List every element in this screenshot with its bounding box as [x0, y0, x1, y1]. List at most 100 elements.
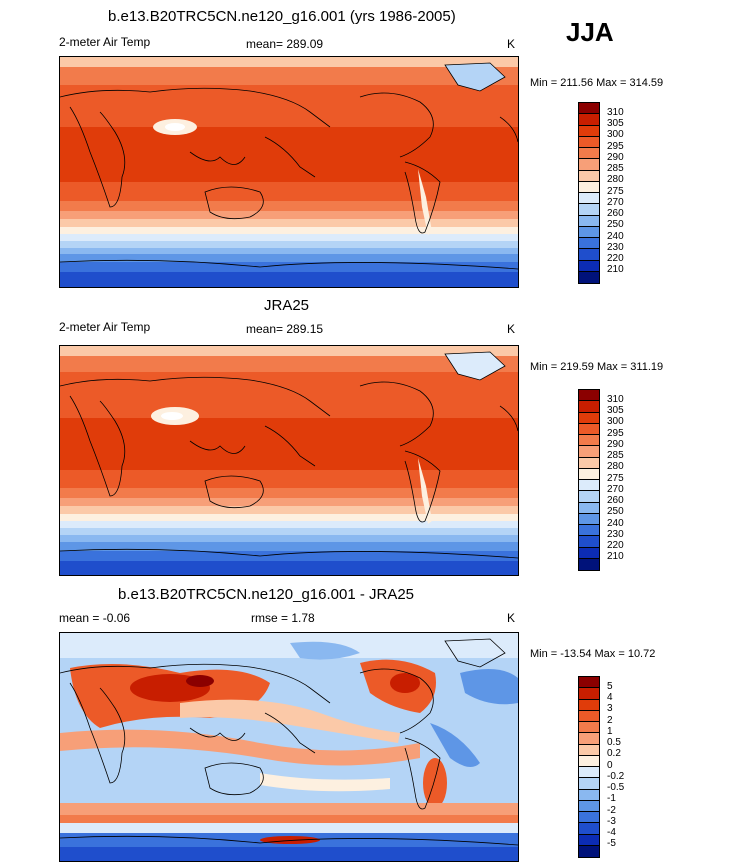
colorbar-label: -3: [607, 816, 616, 827]
colorbar-label: 275: [607, 473, 624, 484]
panel1-minmax: Min = 211.56 Max = 314.59: [530, 77, 664, 89]
colorbar-swatch: [579, 744, 599, 756]
panel2-minmax: Min = 219.59 Max = 311.19: [530, 361, 664, 373]
colorbar-label: 295: [607, 141, 624, 152]
colorbar-swatch: [579, 513, 599, 525]
colorbar-swatch: [579, 480, 599, 492]
colorbar-swatch: [579, 491, 599, 503]
panel3-rmse: rmse = 1.78: [251, 611, 315, 625]
colorbar-label: 275: [607, 186, 624, 197]
colorbar-swatch: [579, 271, 599, 283]
colorbar-label: -2: [607, 805, 616, 816]
colorbar-label: 0.5: [607, 737, 621, 748]
panel3-title: b.e13.B20TRC5CN.ne120_g16.001 - JRA25: [118, 586, 415, 603]
colorbar-swatch: [579, 800, 599, 812]
colorbar-label: 280: [607, 461, 624, 472]
colorbar-label: 5: [607, 681, 613, 692]
colorbar-obs: [578, 389, 600, 571]
colorbar-swatch: [579, 733, 599, 745]
colorbar-swatch: [579, 502, 599, 514]
colorbar-swatch: [579, 755, 599, 767]
panel1-variable: 2-meter Air Temp: [59, 35, 151, 49]
colorbar-swatch: [579, 423, 599, 435]
colorbar-label: 230: [607, 242, 624, 253]
map-model-field: [60, 57, 518, 287]
map-obs: [59, 345, 519, 576]
colorbar-label: 305: [607, 405, 624, 416]
colorbar-difference: [578, 676, 600, 858]
colorbar-label: -1: [607, 793, 616, 804]
panel2-units: K: [507, 322, 516, 336]
panel3-mean: mean = -0.06: [59, 611, 131, 625]
colorbar-label: 220: [607, 253, 624, 264]
colorbar-swatch: [579, 170, 599, 182]
colorbar-label: -4: [607, 827, 616, 838]
panel1-units: K: [507, 37, 516, 51]
colorbar-label: 0.2: [607, 748, 621, 759]
panel3-units: K: [507, 611, 516, 625]
colorbar-label: 230: [607, 529, 624, 540]
colorbar-label: 250: [607, 506, 624, 517]
colorbar-model: [578, 102, 600, 284]
colorbar-swatch: [579, 722, 599, 734]
colorbar-label: 250: [607, 219, 624, 230]
colorbar-label: 210: [607, 551, 624, 562]
colorbar-label: 260: [607, 495, 624, 506]
colorbar-label: 260: [607, 208, 624, 219]
colorbar-swatch: [579, 812, 599, 824]
colorbar-label: 1: [607, 726, 613, 737]
map-obs-field: [60, 346, 518, 575]
colorbar-label: 0: [607, 760, 613, 771]
colorbar-label: -0.5: [607, 782, 625, 793]
colorbar-swatch: [579, 238, 599, 250]
colorbar-swatch: [579, 215, 599, 227]
colorbar-swatch: [579, 136, 599, 148]
colorbar-label: 210: [607, 264, 624, 275]
colorbar-label: 4: [607, 692, 613, 703]
colorbar-swatch: [579, 148, 599, 160]
colorbar-swatch: [579, 767, 599, 779]
panel1-title: b.e13.B20TRC5CN.ne120_g16.001 (yrs 1986-…: [108, 8, 456, 25]
panel1-mean: mean= 289.09: [246, 37, 324, 51]
colorbar-swatch: [579, 525, 599, 537]
colorbar-swatch: [579, 401, 599, 413]
colorbar-swatch: [579, 558, 599, 570]
colorbar-swatch: [579, 845, 599, 857]
colorbar-swatch: [579, 390, 599, 402]
colorbar-label: 270: [607, 197, 624, 208]
colorbar-swatch: [579, 103, 599, 115]
colorbar-swatch: [579, 204, 599, 216]
colorbar-label: 310: [607, 394, 624, 405]
colorbar-label: 285: [607, 163, 624, 174]
colorbar-label: 305: [607, 118, 624, 129]
colorbar-swatch: [579, 789, 599, 801]
colorbar-label: 310: [607, 107, 624, 118]
panel3-minmax: Min = -13.54 Max = 10.72: [530, 648, 656, 660]
colorbar-swatch: [579, 536, 599, 548]
colorbar-swatch: [579, 778, 599, 790]
map-difference: [59, 632, 519, 862]
colorbar-swatch: [579, 823, 599, 835]
colorbar-swatch: [579, 114, 599, 126]
colorbar-swatch: [579, 710, 599, 722]
colorbar-label: 3: [607, 703, 613, 714]
colorbar-swatch: [579, 446, 599, 458]
colorbar-label: 240: [607, 231, 624, 242]
colorbar-label: 300: [607, 129, 624, 140]
colorbar-label: -0.2: [607, 771, 625, 782]
colorbar-swatch: [579, 699, 599, 711]
colorbar-label: 295: [607, 428, 624, 439]
colorbar-label: 290: [607, 439, 624, 450]
colorbar-swatch: [579, 468, 599, 480]
colorbar-label: 280: [607, 174, 624, 185]
colorbar-label: 240: [607, 518, 624, 529]
colorbar-label: 270: [607, 484, 624, 495]
colorbar-swatch: [579, 260, 599, 272]
colorbar-label: 290: [607, 152, 624, 163]
colorbar-swatch: [579, 412, 599, 424]
panel2-variable: 2-meter Air Temp: [59, 320, 151, 334]
colorbar-swatch: [579, 677, 599, 689]
map-model: [59, 56, 519, 288]
colorbar-label: 285: [607, 450, 624, 461]
map-difference-field: [60, 633, 518, 861]
